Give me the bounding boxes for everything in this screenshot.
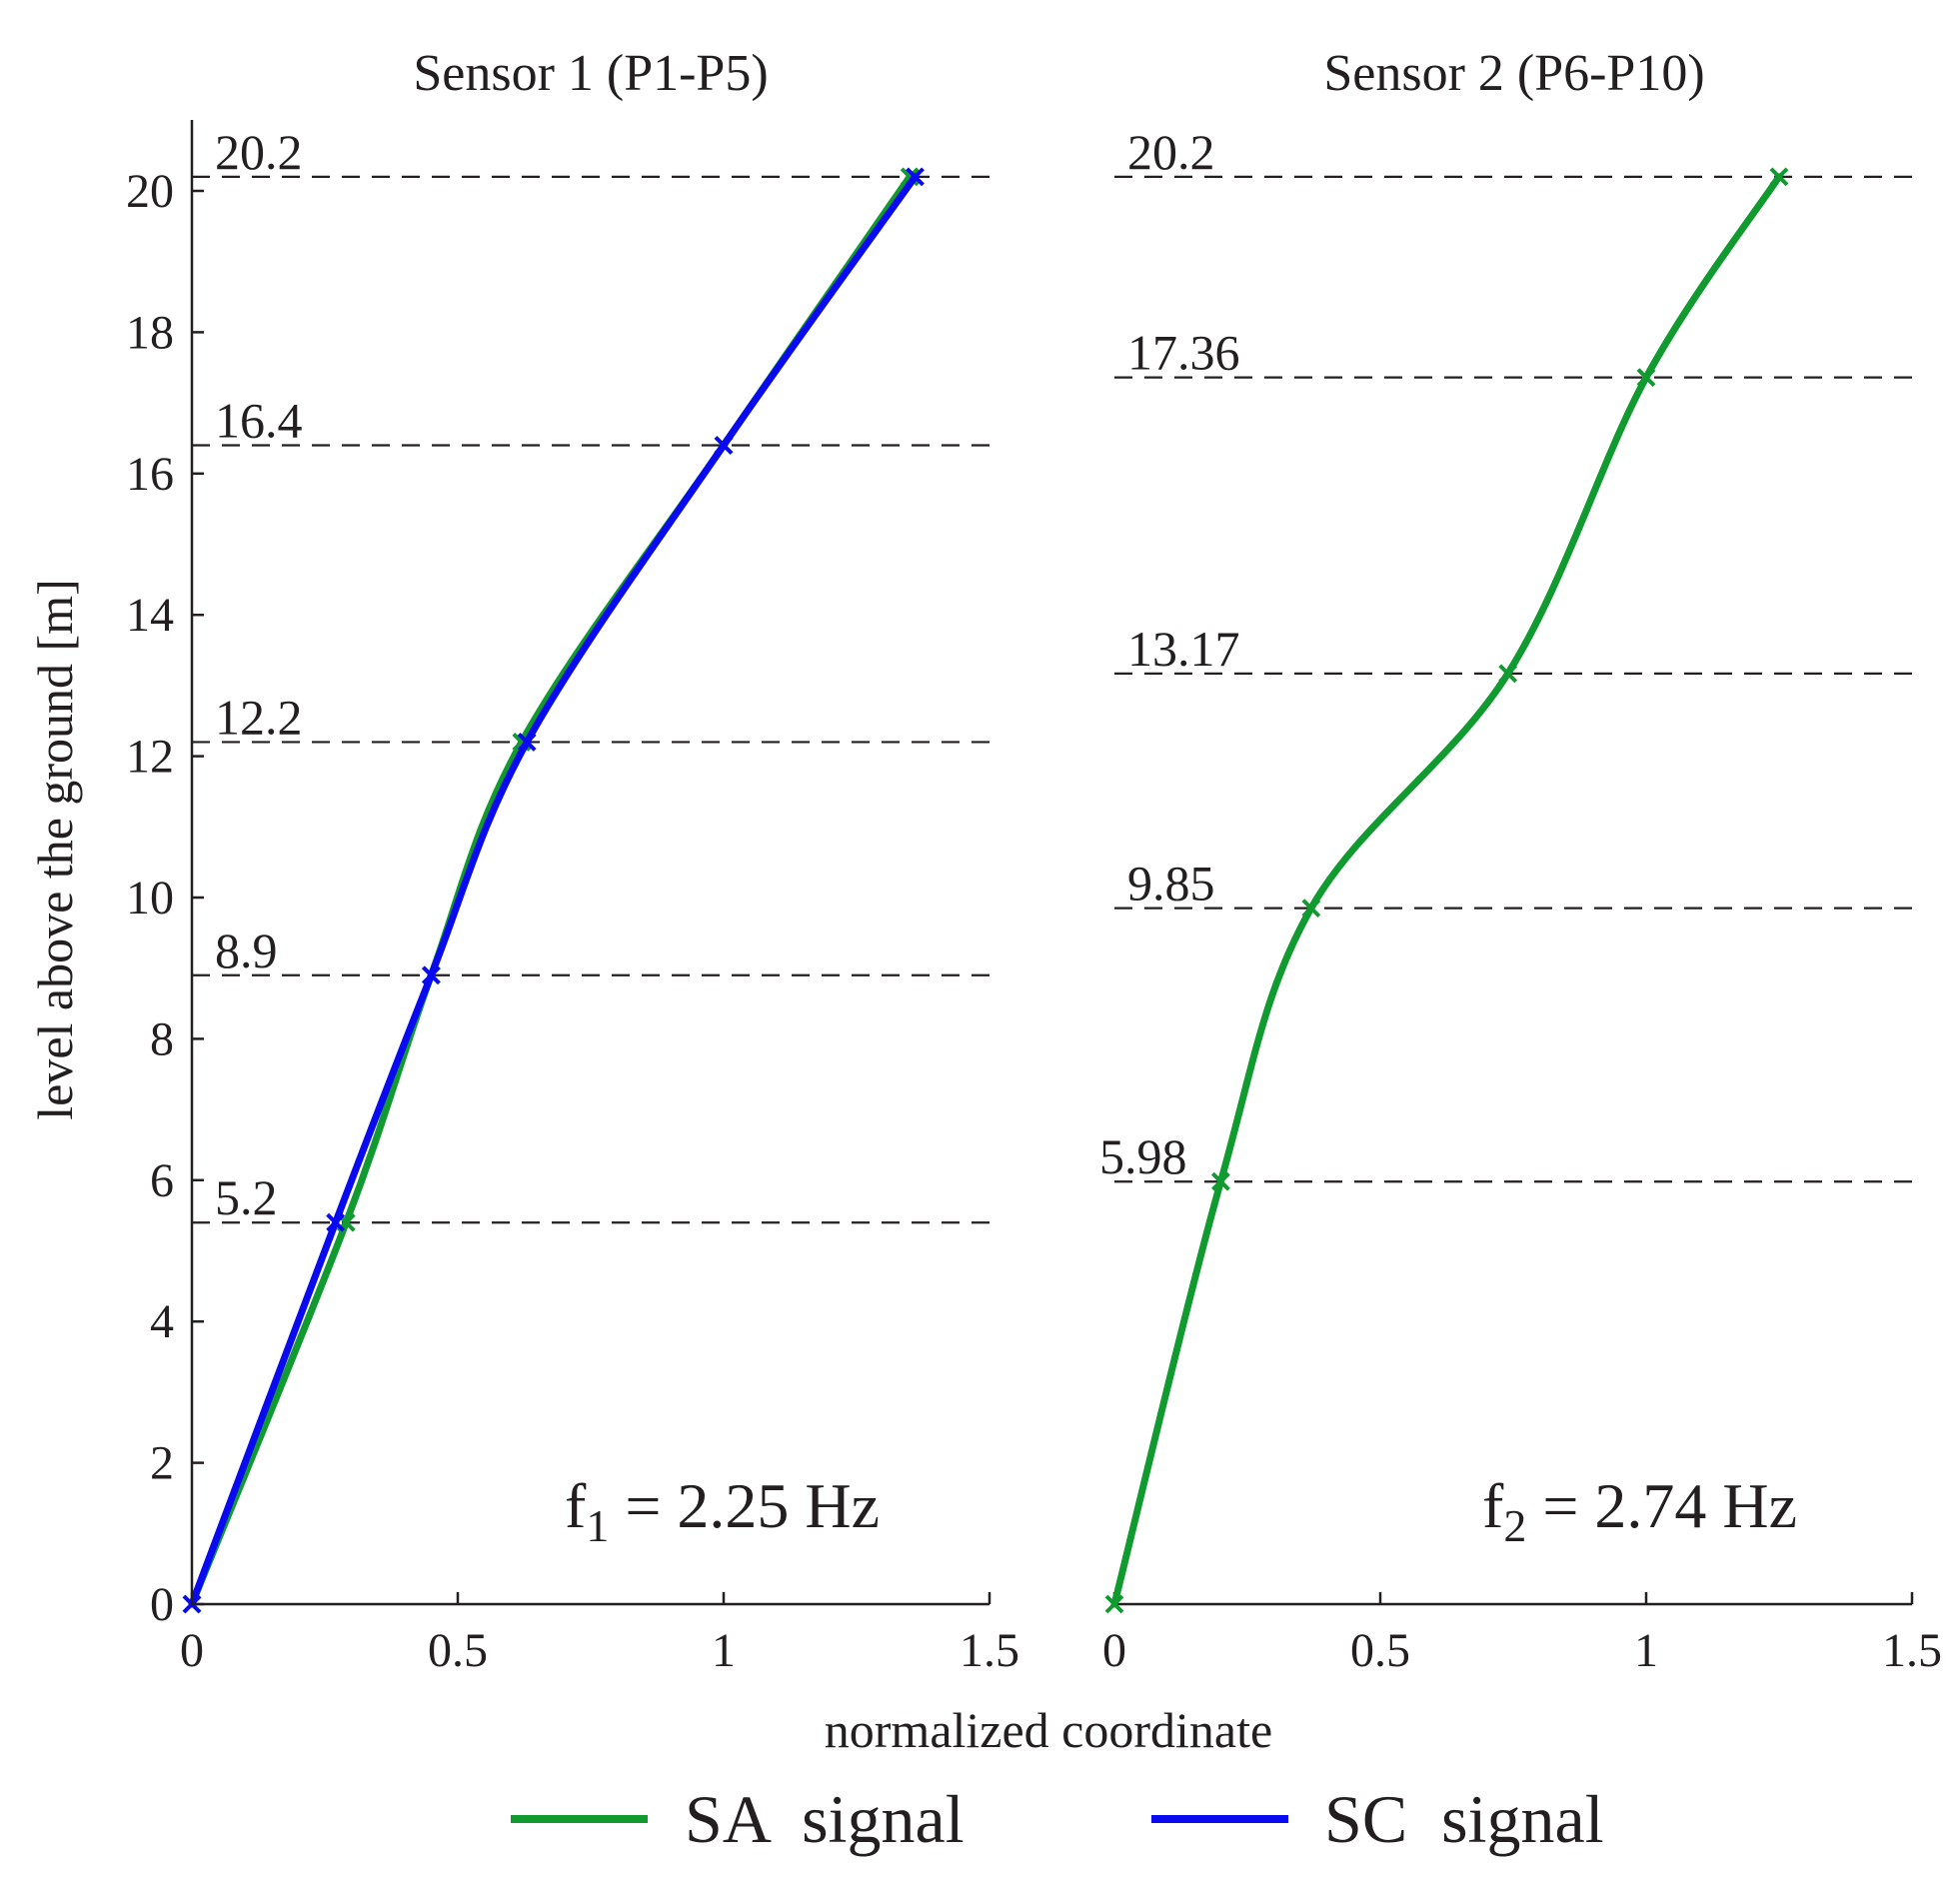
y-tick-label: 0 — [150, 1578, 174, 1631]
level-label: 5.2 — [215, 1169, 278, 1225]
x-tick-label: 1 — [1634, 1624, 1658, 1677]
data-point-sa — [1636, 368, 1656, 388]
y-axis: 0 2 4 6 8 10 12 14 16 18 20 — [126, 120, 204, 1631]
panel-2-level-lines: 20.2 17.36 13.17 9.85 5.98 — [1099, 124, 1919, 1184]
panel-1-frequency-value: = 2.25 Hz — [609, 1470, 880, 1541]
panel-2-frequency: f2 = 2.74 Hz — [1482, 1470, 1797, 1551]
panel-2-frequency-subscript: 2 — [1503, 1500, 1526, 1551]
level-label: 9.85 — [1127, 856, 1215, 912]
panel-1-frequency-symbol: f — [565, 1470, 587, 1541]
data-point-sa — [1104, 1594, 1124, 1614]
panel-1-frequency-subscript: 1 — [586, 1500, 609, 1551]
y-tick-label: 20 — [126, 165, 174, 218]
y-tick-label: 6 — [150, 1154, 174, 1207]
y-tick-label: 14 — [126, 589, 174, 642]
panel-1-level-lines: 20.2 16.4 12.2 8.9 5.2 — [192, 124, 994, 1225]
series-line-sa — [188, 173, 914, 1608]
level-label: 16.4 — [215, 393, 303, 449]
panel-2-frequency-value: = 2.74 Hz — [1526, 1470, 1797, 1541]
y-tick-label: 16 — [126, 448, 174, 501]
data-point-sa — [1301, 899, 1321, 919]
panel-sensor-1: Sensor 1 (P1-P5) 20.2 16.4 12.2 8.9 5.2 0 0.5… — [180, 45, 1019, 1677]
data-point-sc — [906, 167, 925, 187]
panel-2-axes: 0 0.5 1 1.5 — [1102, 1592, 1942, 1677]
x-tick-label: 0 — [180, 1624, 204, 1677]
x-tick-label: 0.5 — [1350, 1624, 1410, 1677]
data-point-sc — [714, 436, 734, 455]
legend: SA signal SC signal — [511, 1781, 1604, 1857]
x-tick-label: 1.5 — [960, 1624, 1019, 1677]
panel-2-title: Sensor 2 (P6-P10) — [1323, 45, 1704, 102]
level-label: 20.2 — [1127, 124, 1215, 180]
y-tick-label: 10 — [126, 872, 174, 925]
data-point-sa — [1498, 664, 1518, 684]
y-tick-label: 12 — [126, 731, 174, 784]
legend-label-sc: SC signal — [1324, 1781, 1604, 1857]
series-line-sc — [188, 173, 920, 1608]
data-point-sc — [517, 733, 537, 752]
x-tick-label: 1.5 — [1882, 1624, 1942, 1677]
y-tick-label: 8 — [150, 1012, 174, 1065]
panel-1-series — [182, 167, 925, 1614]
data-point-sa — [1210, 1171, 1230, 1191]
x-axis-label: normalized coordinate — [825, 1702, 1272, 1758]
x-tick-label: 0 — [1102, 1624, 1126, 1677]
level-label: 17.36 — [1127, 325, 1240, 381]
panel-1-frequency: f1 = 2.25 Hz — [565, 1470, 880, 1551]
panel-sensor-2: Sensor 2 (P6-P10) 20.2 17.36 13.17 9.85 5.98… — [1099, 45, 1942, 1677]
level-label: 13.17 — [1127, 621, 1240, 677]
level-label: 12.2 — [215, 689, 303, 745]
level-label: 20.2 — [215, 124, 303, 180]
y-axis-label: level above the ground [m] — [27, 579, 83, 1119]
panel-2-series — [1104, 167, 1789, 1614]
data-point-sc — [326, 1212, 346, 1232]
level-label: 5.98 — [1099, 1128, 1187, 1184]
x-tick-label: 0.5 — [428, 1624, 488, 1677]
panel-2-frequency-symbol: f — [1482, 1470, 1504, 1541]
y-tick-label: 18 — [126, 306, 174, 359]
panel-1-title: Sensor 1 (P1-P5) — [413, 45, 768, 102]
y-tick-label: 2 — [150, 1437, 174, 1490]
data-point-sc — [421, 965, 441, 985]
panel-1-axes: 0 0.5 1 1.5 — [180, 1592, 1019, 1677]
legend-item-sa: SA signal — [511, 1781, 965, 1857]
data-point-sa — [1769, 167, 1789, 187]
legend-item-sc: SC signal — [1151, 1781, 1604, 1857]
legend-label-sa: SA signal — [685, 1781, 965, 1857]
x-tick-label: 1 — [712, 1624, 736, 1677]
y-tick-label: 4 — [150, 1295, 174, 1348]
level-label: 8.9 — [215, 923, 278, 978]
